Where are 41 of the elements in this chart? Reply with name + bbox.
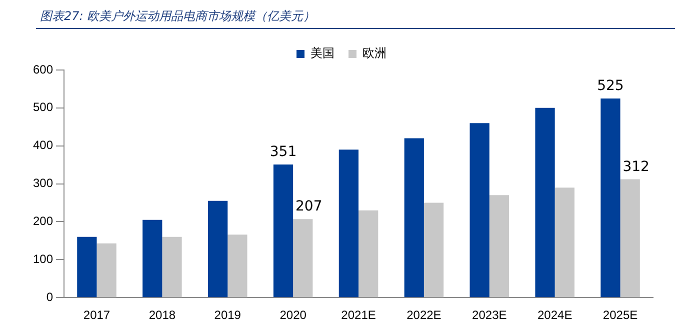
chart-title: 图表27: 欧美户外运动用品电商市场规模（亿美元） <box>40 8 316 25</box>
bar <box>424 202 444 298</box>
bar <box>96 243 116 298</box>
x-tick-label: 2024E <box>537 308 572 322</box>
data-label: 351 <box>270 144 297 160</box>
y-tick-label: 600 <box>32 62 54 76</box>
y-tick-label: 400 <box>32 138 54 152</box>
bar <box>208 200 228 298</box>
x-tick-label: 2023E <box>472 308 507 322</box>
y-tick-label: 200 <box>32 214 54 228</box>
legend-label: 美国 <box>310 46 334 60</box>
bar <box>554 188 574 298</box>
data-label: 207 <box>296 198 322 215</box>
y-tick-label: 100 <box>32 252 54 266</box>
x-tick-label: 2019 <box>214 308 242 322</box>
data-label: 312 <box>622 158 650 175</box>
bar <box>404 138 424 298</box>
y-tick-label: 500 <box>32 100 54 114</box>
y-tick-label: 300 <box>32 176 54 190</box>
bar <box>77 236 97 298</box>
x-tick-label: 2020 <box>280 308 307 322</box>
bar <box>338 150 359 298</box>
legend-label: 欧洲 <box>362 46 386 60</box>
bar <box>470 123 490 298</box>
x-tick-label: 2022E <box>406 308 442 322</box>
bar <box>535 108 555 298</box>
x-tick-label: 2025E <box>602 308 638 322</box>
bar <box>293 219 313 298</box>
data-label: 525 <box>597 78 624 94</box>
bar <box>228 234 248 298</box>
bar <box>358 210 378 298</box>
bar <box>489 195 510 298</box>
bar <box>600 98 620 298</box>
bar <box>142 220 162 298</box>
x-tick-label: 2017 <box>83 308 110 322</box>
bar <box>162 236 182 298</box>
x-tick-label: 2021E <box>341 308 376 322</box>
y-tick-label: 0 <box>46 290 54 304</box>
x-tick-label: 2018 <box>148 308 176 322</box>
bar <box>273 164 294 298</box>
bar <box>620 179 640 298</box>
